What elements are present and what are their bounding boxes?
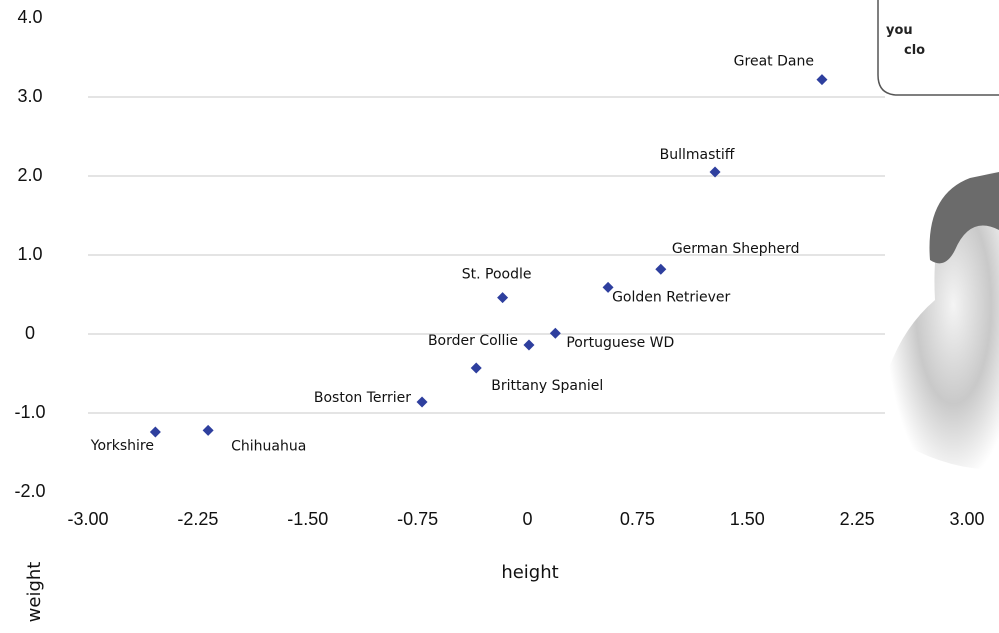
y-tick-label: -1.0 <box>14 402 45 422</box>
point-label: Golden Retriever <box>612 289 730 305</box>
y-tick-label: 1.0 <box>17 244 42 264</box>
x-tick-label: -3.00 <box>67 509 108 529</box>
point-label: Brittany Spaniel <box>491 378 603 394</box>
point <box>709 166 721 178</box>
x-tick-label: -2.25 <box>177 509 218 529</box>
y-tick-label: -2.0 <box>14 481 45 501</box>
y-tick-label: 3.0 <box>17 86 42 106</box>
x-tick-label: 2.25 <box>840 509 875 529</box>
x-tick-label: -1.50 <box>287 509 328 529</box>
speech-bubble <box>877 0 999 96</box>
y-tick-label: 4.0 <box>17 7 42 27</box>
point <box>497 292 509 304</box>
x-tick-label: 0.75 <box>620 509 655 529</box>
x-tick-label: 0 <box>522 509 532 529</box>
point-label: St. Poodle <box>462 267 532 283</box>
point-label: Chihuahua <box>231 438 306 454</box>
point-label: Great Dane <box>734 54 814 70</box>
point-label: Boston Terrier <box>314 390 411 406</box>
point <box>202 424 214 436</box>
point <box>549 327 561 339</box>
point-label: Portuguese WD <box>566 335 674 351</box>
photo <box>885 170 999 470</box>
point-label: German Shepherd <box>672 241 800 257</box>
point <box>523 339 535 351</box>
point <box>149 426 161 438</box>
y-tick-label: 2.0 <box>17 165 42 185</box>
point <box>655 263 667 275</box>
x-tick-label: 1.50 <box>730 509 765 529</box>
point <box>470 362 482 374</box>
point-label: Bullmastiff <box>660 147 735 163</box>
bubble-text: clo <box>904 43 925 58</box>
point-label: Yorkshire <box>90 438 154 454</box>
point-label: Border Collie <box>428 333 518 349</box>
y-axis-title: weight <box>24 562 45 623</box>
y-tick-label: 0 <box>25 323 35 343</box>
x-tick-label: 3.00 <box>949 509 984 529</box>
point <box>416 396 428 408</box>
x-axis-title: height <box>501 562 558 583</box>
x-tick-label: -0.75 <box>397 509 438 529</box>
point <box>602 281 614 293</box>
bubble-text: you <box>886 23 913 38</box>
point <box>816 74 828 86</box>
